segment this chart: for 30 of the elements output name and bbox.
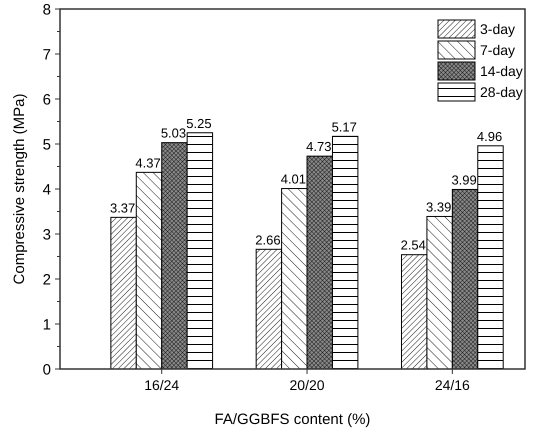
data-label: 4.01: [280, 172, 306, 187]
y-tick-label: 5: [42, 136, 51, 154]
data-label: 3.39: [426, 199, 452, 214]
y-tick-label: 8: [42, 1, 51, 18]
x-tick-label: 24/16: [434, 377, 470, 393]
x-tick-label: 16/24: [144, 377, 180, 393]
data-label: 2.66: [255, 232, 281, 248]
y-tick-label: 1: [42, 316, 51, 334]
y-tick-label: 4: [42, 181, 51, 198]
legend-label: 14-day: [480, 62, 523, 79]
y-axis-title: Compressive strength (MPa): [11, 94, 28, 284]
data-label: 2.54: [400, 238, 426, 253]
y-tick-label: 6: [42, 91, 51, 108]
data-label: 4.37: [135, 155, 161, 170]
data-label: 3.99: [451, 172, 477, 188]
y-tick-label: 7: [42, 46, 51, 64]
legend-label: 28-day: [480, 84, 523, 100]
x-axis-title: FA/GGBFS content (%): [214, 411, 370, 428]
y-tick-label: 3: [42, 226, 51, 244]
x-tick-label: 20/20: [290, 377, 325, 393]
legend-label: 7-day: [480, 42, 516, 58]
data-label: 5.03: [160, 126, 186, 141]
data-label: 4.96: [476, 128, 502, 144]
data-label: 5.17: [332, 119, 357, 134]
y-tick-label: 0: [42, 361, 51, 378]
data-label: 5.25: [186, 116, 212, 131]
legend-label: 3-day: [480, 20, 516, 37]
data-label: 3.37: [110, 200, 136, 216]
data-label: 4.73: [306, 139, 332, 154]
y-tick-label: 2: [42, 271, 51, 288]
